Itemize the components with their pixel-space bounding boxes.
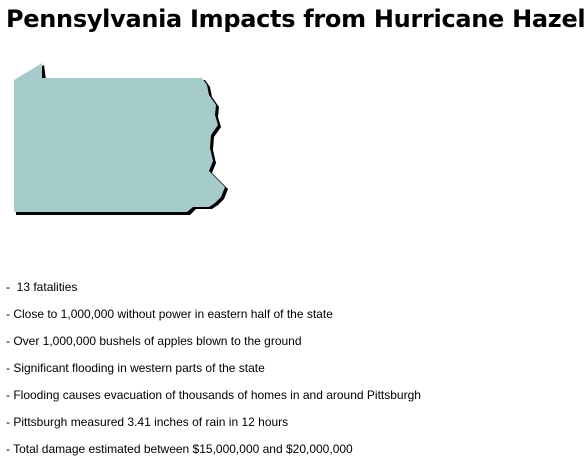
- impact-item: - Pittsburgh measured 3.41 inches of rai…: [6, 415, 289, 429]
- impact-item: - Over 1,000,000 bushels of apples blown…: [6, 334, 302, 348]
- pennsylvania-map: [14, 63, 228, 215]
- impact-item: - 13 fatalities: [6, 280, 78, 294]
- map-shape: [14, 63, 225, 212]
- impact-item: - Significant flooding in western parts …: [6, 361, 265, 375]
- impact-item: - Flooding causes evacuation of thousand…: [6, 388, 421, 402]
- impact-item: - Close to 1,000,000 without power in ea…: [6, 307, 333, 321]
- page-title: Pennsylvania Impacts from Hurricane Haze…: [6, 5, 586, 33]
- impact-list: - 13 fatalities - Close to 1,000,000 wit…: [6, 278, 421, 467]
- impact-item: - Total damage estimated between $15,000…: [6, 442, 353, 456]
